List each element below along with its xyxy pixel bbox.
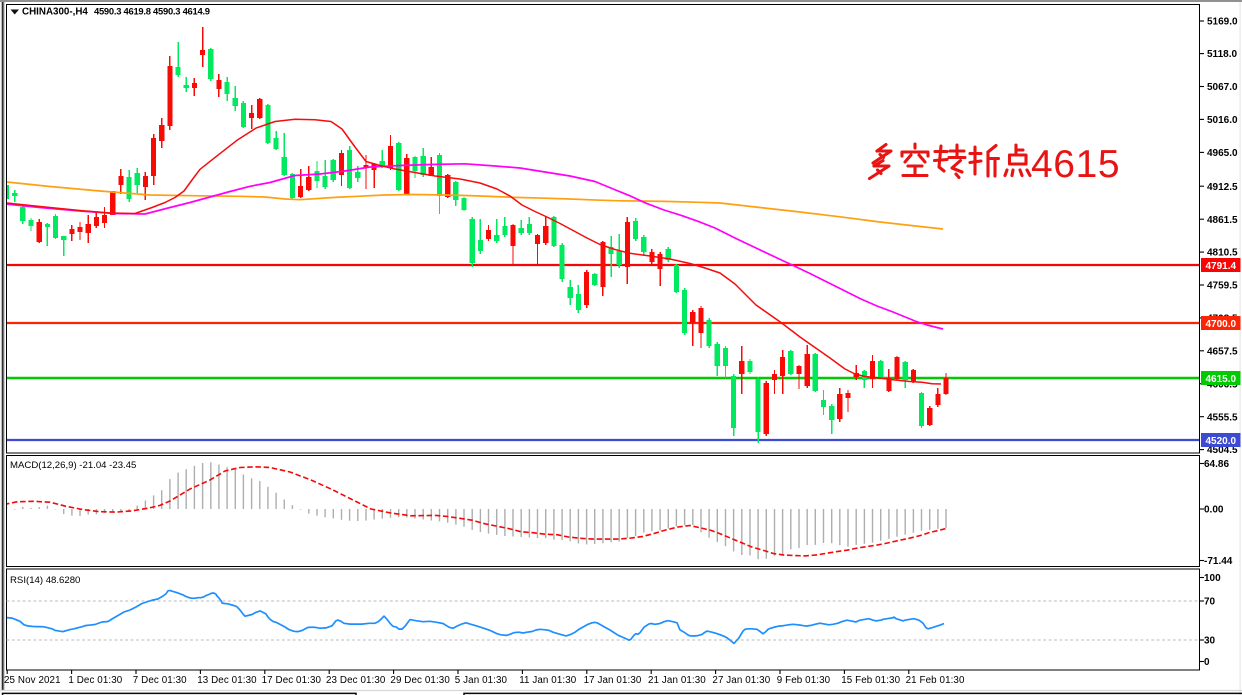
svg-text:5016.0: 5016.0: [1207, 115, 1238, 126]
svg-text:4504.5: 4504.5: [1207, 445, 1238, 456]
svg-text:-71.44: -71.44: [1204, 556, 1233, 567]
svg-text:4615: 4615: [1031, 143, 1120, 186]
svg-text:4810.5: 4810.5: [1207, 248, 1238, 259]
svg-text:0.00: 0.00: [1204, 505, 1224, 516]
svg-text:4791.4: 4791.4: [1206, 261, 1237, 272]
svg-text:70: 70: [1204, 597, 1216, 608]
svg-text:4615.0: 4615.0: [1206, 374, 1237, 385]
svg-text:CHINA300-,H4: CHINA300-,H4: [22, 7, 88, 18]
svg-text:4700.0: 4700.0: [1206, 319, 1237, 330]
svg-text:4912.5: 4912.5: [1207, 182, 1238, 193]
svg-text:30: 30: [1204, 636, 1216, 647]
svg-text:4590.3 4619.8 4590.3 4614.9: 4590.3 4619.8 4590.3 4614.9: [94, 6, 210, 17]
svg-text:29 Dec 01:30: 29 Dec 01:30: [390, 675, 450, 686]
svg-text:4965.0: 4965.0: [1207, 148, 1238, 159]
svg-text:27 Jan 01:30: 27 Jan 01:30: [712, 675, 770, 686]
svg-text:5067.0: 5067.0: [1207, 82, 1238, 93]
svg-text:4861.5: 4861.5: [1207, 215, 1238, 226]
svg-text:MACD(12,26,9) -21.04 -23.45: MACD(12,26,9) -21.04 -23.45: [10, 460, 136, 471]
svg-text:5 Jan 01:30: 5 Jan 01:30: [455, 675, 508, 686]
svg-text:4657.5: 4657.5: [1207, 346, 1238, 357]
svg-text:RSI(14) 48.6280: RSI(14) 48.6280: [10, 575, 80, 586]
svg-text:25 Nov 2021: 25 Nov 2021: [4, 675, 61, 686]
svg-text:11 Jan 01:30: 11 Jan 01:30: [519, 675, 577, 686]
svg-text:5169.0: 5169.0: [1207, 17, 1238, 28]
svg-text:1 Dec 01:30: 1 Dec 01:30: [68, 675, 122, 686]
svg-text:9 Feb 01:30: 9 Feb 01:30: [777, 675, 831, 686]
svg-text:64.86: 64.86: [1204, 459, 1229, 470]
svg-text:4759.5: 4759.5: [1207, 281, 1238, 292]
svg-text:7 Dec 01:30: 7 Dec 01:30: [133, 675, 187, 686]
svg-text:17 Jan 01:30: 17 Jan 01:30: [584, 675, 642, 686]
svg-text:21 Feb 01:30: 21 Feb 01:30: [906, 675, 965, 686]
svg-text:4555.5: 4555.5: [1207, 412, 1238, 423]
svg-text:0: 0: [1204, 657, 1210, 668]
svg-text:21 Jan 01:30: 21 Jan 01:30: [648, 675, 706, 686]
svg-text:15 Feb 01:30: 15 Feb 01:30: [841, 675, 900, 686]
svg-text:5118.0: 5118.0: [1207, 49, 1237, 60]
svg-text:4520.0: 4520.0: [1206, 436, 1237, 447]
svg-text:13 Dec 01:30: 13 Dec 01:30: [197, 675, 257, 686]
svg-text:100: 100: [1204, 573, 1221, 584]
svg-text:23 Dec 01:30: 23 Dec 01:30: [326, 675, 386, 686]
svg-text:17 Dec 01:30: 17 Dec 01:30: [262, 675, 322, 686]
